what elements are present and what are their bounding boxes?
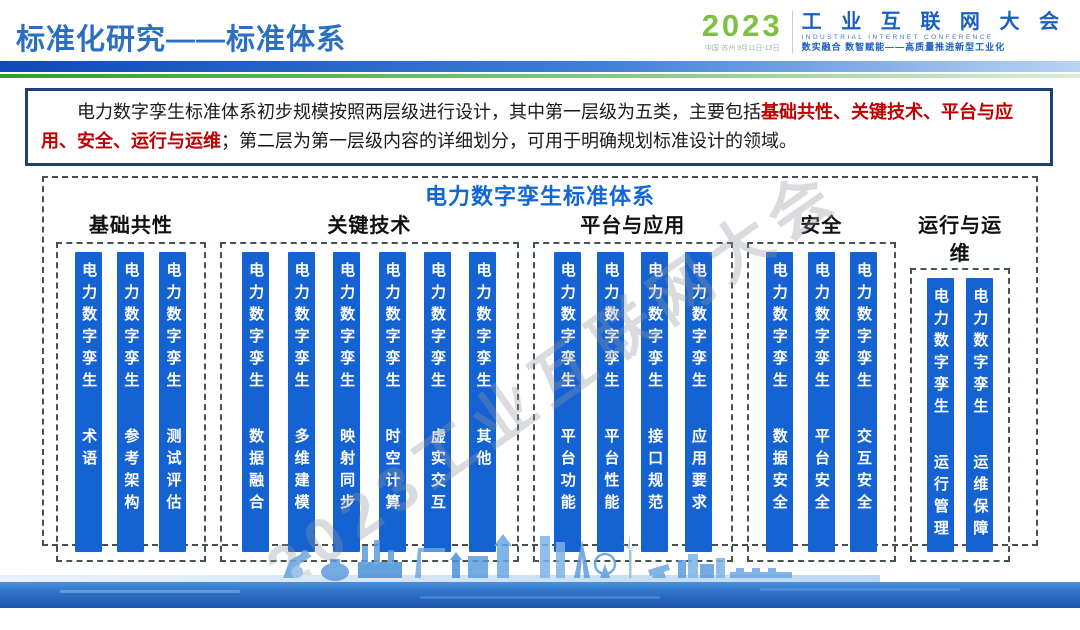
group-label: 运行与运维 [918,215,1003,265]
bar-prefix: 电力数字孪生 [122,262,140,394]
bar-suffix: 应用要求 [689,428,707,516]
bar-prefix: 电力数字孪生 [383,262,401,394]
conference-logo: 2023 中国·苏州 9月11日-13日 工 业 互 联 网 大 会 INDUS… [702,10,1066,53]
bar-prefix: 电力数字孪生 [429,262,447,394]
bar-prefix: 电力数字孪生 [80,262,98,394]
bar-prefix: 电力数字孪生 [931,288,949,420]
standard-bar: 电力数字孪生 其他 [469,252,497,552]
bar-prefix: 电力数字孪生 [812,262,830,394]
group-box: 电力数字孪生 数据安全 电力数字孪生 平台安全 电力数字孪生 交互安全 [746,242,897,562]
bar-suffix: 时空计算 [383,428,401,516]
bar-prefix: 电力数字孪生 [971,288,989,420]
bar-suffix: 运行管理 [931,454,949,542]
bar-prefix: 电力数字孪生 [338,262,356,394]
standard-bar: 电力数字孪生测试评估 [159,252,187,552]
group-label: 安全 [800,215,843,237]
standard-bar: 电力数字孪生平台功能 [553,252,581,552]
footer-stripe [0,575,880,584]
bar-suffix: 平台安全 [812,428,830,516]
bar-suffix: 多维建模 [292,428,310,516]
standard-bar: 电力数字孪生数据安全 [765,252,793,552]
bar-prefix: 电力数字孪生 [164,262,182,394]
standard-bar: 电力数字孪生接口规范 [641,252,669,552]
logo-year-block: 2023 中国·苏州 9月11日-13日 [702,10,783,53]
standard-bar: 电力数字孪生映射同步 [333,252,361,552]
bar-prefix: 电力数字孪生 [646,262,664,394]
intro-box: 电力数字孪生标准体系初步规模按照两层级进行设计，其中第一层级为五类，主要包括基础… [25,88,1053,166]
group-box: 电力数字孪生 平台功能 电力数字孪生 平台性能 电力数字孪生 接口规范 电力数字孪生 应用要求 [533,242,733,562]
standard-bar: 电力数字孪生运行管理 [926,278,954,552]
group-box: 电力数字孪生 数据融合 电力数字孪生 多维建模 电力数字孪生 映射同步 电力数字孪生 时空计算… [219,242,519,562]
water-band [0,582,1080,608]
standard-bar: 电力数字孪生交互安全 [850,252,878,552]
standard-bar: 电力数字孪生平台性能 [597,252,625,552]
bar-suffix: 交互安全 [855,428,873,516]
standard-bar: 电力数字孪生平台安全 [807,252,835,552]
bar-suffix: 测试评估 [164,428,182,516]
bar-prefix: 电力数字孪生 [855,262,873,394]
bar-prefix: 电力数字孪生 [292,262,310,394]
standard-group-5: 运行与运维 电力数字孪生 运行管理 电力数字孪生 运维保障 [910,212,1011,562]
bar-suffix: 数据融合 [247,428,265,516]
group-box: 电力数字孪生 运行管理 电力数字孪生 运维保障 [910,268,1011,562]
bar-suffix: 虚实交互 [429,428,447,516]
logo-year: 2023 [701,8,783,43]
standard-bar: 电力数字孪生 术语 [75,252,103,552]
logo-name-en: INDUSTRIAL INTERNET CONFERENCE [801,33,994,41]
group-label: 关键技术 [327,215,412,237]
logo-divider [791,10,793,53]
diagram-title: 电力数字孪生标准体系 [424,184,655,209]
standard-bar: 电力数字孪生参考架构 [117,252,145,552]
header-divider-green [0,74,1080,78]
standard-bar: 电力数字孪生数据融合 [242,252,270,552]
standard-group-3: 平台与应用 电力数字孪生 平台功能 电力数字孪生 平台性能 电力数字孪生 接口规范 电力数字孪… [533,212,733,562]
bar-suffix: 其他 [474,428,492,472]
intro-text: 电力数字孪生标准体系初步规模按照两层级进行设计，其中第一层级为五类，主要包括基础… [41,98,1037,156]
bar-suffix: 平台性能 [602,428,620,516]
bar-suffix: 平台功能 [558,428,576,516]
bar-prefix: 电力数字孪生 [770,262,788,394]
standard-group-1: 基础共性 电力数字孪生 术语 电力数字孪生 参考架构 电力数字孪生 测试评估 [56,212,206,562]
header-divider-blue [0,61,1080,72]
bar-prefix: 电力数字孪生 [602,262,620,394]
standard-bar: 电力数字孪生虚实交互 [424,252,452,552]
logo-name: 工 业 互 联 网 大 会 [801,10,1066,33]
group-box: 电力数字孪生 术语 电力数字孪生 参考架构 电力数字孪生 测试评估 [56,242,206,562]
bar-suffix: 映射同步 [338,428,356,516]
standard-system-diagram: 电力数字孪生标准体系 基础共性 电力数字孪生 术语 电力数字孪生 参考架构 电力数字孪生测… [42,176,1038,562]
standard-bar: 电力数字孪生应用要求 [684,252,712,552]
groups-row: 基础共性 电力数字孪生 术语 电力数字孪生 参考架构 电力数字孪生 测试评估 关键技术 电力数字… [56,212,1024,562]
logo-text-block: 工 业 互 联 网 大 会 INDUSTRIAL INTERNET CONFER… [802,11,1066,53]
logo-venue: 中国·苏州 9月11日-13日 [704,45,780,52]
page-title: 标准化研究——标准体系 [16,24,347,56]
group-label: 平台与应用 [580,215,686,237]
bar-prefix: 电力数字孪生 [558,262,576,394]
intro-part1: 电力数字孪生标准体系初步规模按照两层级进行设计，其中第一层级为五类，主要包括 [77,102,761,122]
group-label: 基础共性 [88,215,173,237]
city-skyline-illustration [283,534,792,581]
bar-suffix: 接口规范 [646,428,664,516]
standard-group-2: 关键技术 电力数字孪生 数据融合 电力数字孪生 多维建模 电力数字孪生 映射同步 电力数字孪生… [219,212,519,562]
bar-prefix: 电力数字孪生 [474,262,492,394]
standard-bar: 电力数字孪生运维保障 [966,278,994,552]
bar-suffix: 术语 [80,428,98,472]
bar-suffix: 数据安全 [770,428,788,516]
intro-part2: ；第二层为第一层级内容的详细划分，可用于明确规划标准设计的领域。 [221,130,797,151]
bar-prefix: 电力数字孪生 [689,262,707,394]
standard-bar: 电力数字孪生时空计算 [378,252,406,552]
bar-suffix: 参考架构 [122,428,140,516]
bar-prefix: 电力数字孪生 [247,262,265,394]
bar-suffix: 运维保障 [971,454,989,542]
standard-bar: 电力数字孪生多维建模 [287,252,315,552]
standard-group-4: 安全 电力数字孪生 数据安全 电力数字孪生 平台安全 电力数字孪生 交互安全 [746,212,897,562]
intro-highlight: 基础共性、关键技术、平台与应用、安全、运行与运维 [41,102,1013,151]
logo-slogan: 数实融合 数智赋能——高质量推进新型工业化 [801,42,1006,53]
